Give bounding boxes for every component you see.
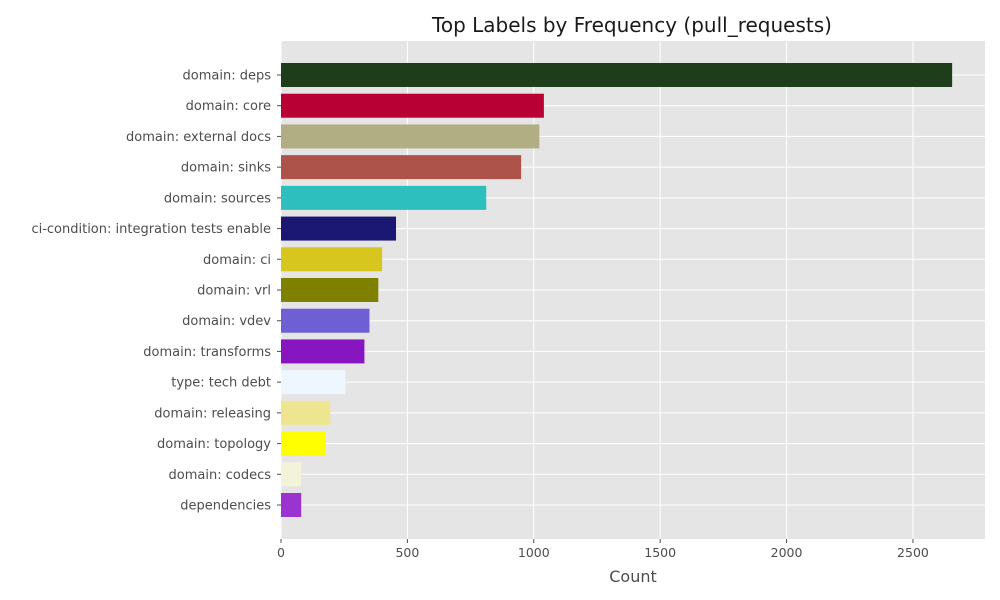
category-label: domain: vrl	[197, 284, 271, 299]
x-tick-label: 1500	[644, 545, 676, 560]
x-tick-label: 500	[395, 545, 419, 560]
bar	[281, 93, 544, 118]
bar	[281, 308, 370, 333]
category-label: ci-condition: integration tests enable	[31, 222, 271, 237]
bar	[281, 247, 383, 272]
category-label: domain: codecs	[169, 468, 272, 483]
bar	[281, 155, 522, 180]
x-axis-title: Count	[609, 567, 657, 586]
category-label: domain: deps	[183, 69, 272, 84]
category-label: dependencies	[180, 499, 271, 514]
x-tick-label: 2500	[897, 545, 929, 560]
bar	[281, 431, 326, 456]
bar	[281, 462, 302, 487]
category-label: domain: topology	[157, 437, 271, 452]
bar	[281, 278, 379, 302]
category-label: domain: core	[186, 99, 271, 114]
x-tick-label: 1000	[518, 545, 550, 560]
x-axis-ticks: 0 500 1000 1500 2000 2500	[277, 539, 929, 560]
category-label: domain: sinks	[181, 161, 271, 176]
category-label: domain: ci	[203, 253, 271, 268]
category-label: domain: releasing	[154, 406, 271, 421]
bar	[281, 124, 540, 149]
bar	[281, 370, 346, 395]
x-tick-label: 2000	[771, 545, 803, 560]
category-label: domain: transforms	[143, 345, 271, 360]
bar	[281, 216, 397, 241]
category-label: domain: external docs	[126, 130, 271, 145]
category-label: domain: vdev	[182, 314, 271, 329]
bars	[281, 63, 953, 517]
bar	[281, 400, 331, 425]
chart-title: Top Labels by Frequency (pull_requests)	[431, 13, 832, 37]
category-label: type: tech debt	[171, 376, 271, 391]
category-label: domain: sources	[164, 191, 271, 206]
bar	[281, 339, 365, 364]
y-axis-categories: domain: deps domain: core domain: external…	[31, 69, 281, 514]
bar	[281, 185, 487, 210]
bar	[281, 493, 302, 517]
x-tick-label: 0	[277, 545, 285, 560]
bar	[281, 63, 953, 87]
